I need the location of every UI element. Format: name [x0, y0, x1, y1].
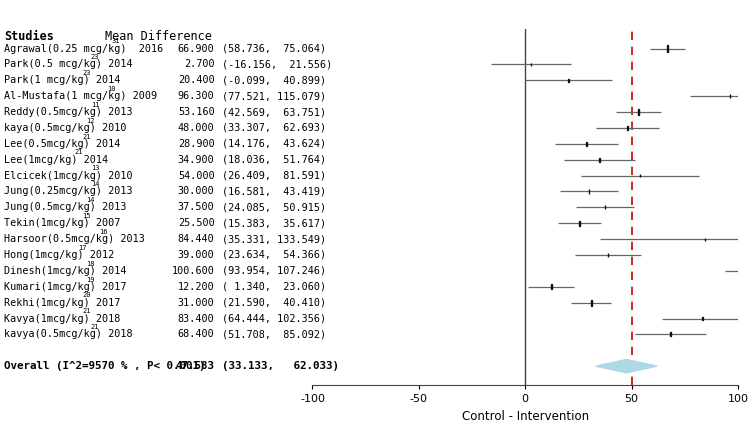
Text: (64.444, 102.356): (64.444, 102.356): [222, 314, 326, 323]
Text: (21.590,  40.410): (21.590, 40.410): [222, 298, 326, 308]
Text: Rekhi(1mcg/kg) 2017: Rekhi(1mcg/kg) 2017: [4, 298, 120, 308]
Text: 12.200: 12.200: [178, 282, 215, 292]
Text: (42.569,  63.751): (42.569, 63.751): [222, 107, 326, 117]
Text: Kumari(1mcg/kg) 2017: Kumari(1mcg/kg) 2017: [4, 282, 127, 292]
Text: Tekin(1mcg/kg) 2007: Tekin(1mcg/kg) 2007: [4, 218, 120, 228]
Text: 20: 20: [83, 293, 91, 298]
Text: 68.400: 68.400: [178, 329, 215, 339]
Text: Jung(0.25mcg/kg) 2013: Jung(0.25mcg/kg) 2013: [4, 187, 133, 197]
Text: 53.160: 53.160: [178, 107, 215, 117]
Text: Kavya(1mcg/kg) 2018: Kavya(1mcg/kg) 2018: [4, 314, 120, 323]
Text: Harsoor(0.5mcg/kg) 2013: Harsoor(0.5mcg/kg) 2013: [4, 234, 145, 244]
Text: 21: 21: [83, 308, 91, 314]
Text: Park(1 mcg/kg) 2014: Park(1 mcg/kg) 2014: [4, 75, 120, 85]
Text: 28.900: 28.900: [178, 139, 215, 149]
Text: (-16.156,  21.556): (-16.156, 21.556): [222, 59, 332, 69]
Text: 54.000: 54.000: [178, 171, 215, 181]
Text: 16: 16: [99, 229, 108, 235]
Text: 15: 15: [83, 213, 91, 219]
Text: Agrawal(0.25 mcg/kg)  2016: Agrawal(0.25 mcg/kg) 2016: [4, 43, 163, 53]
Text: 83.400: 83.400: [178, 314, 215, 323]
Text: 37.500: 37.500: [178, 203, 215, 212]
Text: (18.036,  51.764): (18.036, 51.764): [222, 155, 326, 165]
Text: kaya(0.5mcg/kg) 2010: kaya(0.5mcg/kg) 2010: [4, 123, 127, 133]
Text: 39.000: 39.000: [178, 250, 215, 260]
Text: Lee(1mcg/kg) 2014: Lee(1mcg/kg) 2014: [4, 155, 108, 165]
Text: 25.500: 25.500: [178, 218, 215, 228]
Text: 100.600: 100.600: [172, 266, 215, 276]
Text: (-0.099,  40.899): (-0.099, 40.899): [222, 75, 326, 85]
Bar: [591, 300, 592, 306]
Text: (16.581,  43.419): (16.581, 43.419): [222, 187, 326, 197]
Text: (51.708,  85.092): (51.708, 85.092): [222, 329, 326, 339]
Text: 20.400: 20.400: [178, 75, 215, 85]
Text: (35.331, 133.549): (35.331, 133.549): [222, 234, 326, 244]
Bar: [667, 45, 668, 52]
Text: (33.307,  62.693): (33.307, 62.693): [222, 123, 326, 133]
Polygon shape: [596, 360, 657, 373]
Text: 14: 14: [87, 197, 95, 203]
Text: (23.634,  54.366): (23.634, 54.366): [222, 250, 326, 260]
Text: Al-Mustafa(1 mcg/kg) 2009: Al-Mustafa(1 mcg/kg) 2009: [4, 91, 157, 101]
Text: 2.700: 2.700: [184, 59, 215, 69]
Text: Reddy(0.5mcg/kg) 2013: Reddy(0.5mcg/kg) 2013: [4, 107, 133, 117]
Text: 10: 10: [107, 86, 116, 92]
Text: Mean Difference: Mean Difference: [105, 30, 212, 43]
Text: 13: 13: [90, 165, 99, 171]
Text: (26.409,  81.591): (26.409, 81.591): [222, 171, 326, 181]
Text: 96.300: 96.300: [178, 91, 215, 101]
Text: 12: 12: [87, 118, 95, 124]
Text: 23: 23: [83, 70, 91, 76]
Text: 23: 23: [90, 54, 99, 60]
X-axis label: Control - Intervention: Control - Intervention: [462, 410, 589, 421]
Text: ( 1.340,  23.060): ( 1.340, 23.060): [222, 282, 326, 292]
Text: 19: 19: [87, 277, 95, 282]
Text: (24.085,  50.915): (24.085, 50.915): [222, 203, 326, 212]
Text: 17: 17: [78, 245, 87, 251]
Text: 30.000: 30.000: [178, 187, 215, 197]
Text: 14: 14: [90, 181, 99, 187]
Text: 21: 21: [74, 149, 83, 155]
Text: Dinesh(1mcg/kg) 2014: Dinesh(1mcg/kg) 2014: [4, 266, 127, 276]
Text: Jung(0.5mcg/kg) 2013: Jung(0.5mcg/kg) 2013: [4, 203, 127, 212]
Text: 21: 21: [90, 324, 99, 330]
Text: (93.954, 107.246): (93.954, 107.246): [222, 266, 326, 276]
Text: Overall (I^2=9570 % , P< 0.001): Overall (I^2=9570 % , P< 0.001): [4, 361, 206, 371]
Text: Park(0.5 mcg/kg) 2014: Park(0.5 mcg/kg) 2014: [4, 59, 133, 69]
Text: 31.000: 31.000: [178, 298, 215, 308]
Text: kavya(0.5mcg/kg) 2018: kavya(0.5mcg/kg) 2018: [4, 329, 133, 339]
Text: Studies: Studies: [4, 30, 53, 43]
Text: 47.583: 47.583: [175, 361, 215, 371]
Text: 18: 18: [87, 261, 95, 266]
Text: (33.133,   62.033): (33.133, 62.033): [222, 361, 339, 371]
Text: Lee(0.5mcg/kg) 2014: Lee(0.5mcg/kg) 2014: [4, 139, 120, 149]
Text: 66.900: 66.900: [178, 43, 215, 53]
Text: (15.383,  35.617): (15.383, 35.617): [222, 218, 326, 228]
Text: 48.000: 48.000: [178, 123, 215, 133]
Text: (58.736,  75.064): (58.736, 75.064): [222, 43, 326, 53]
Text: Elcicek(1mcg/kg) 2010: Elcicek(1mcg/kg) 2010: [4, 171, 133, 181]
Text: (77.521, 115.079): (77.521, 115.079): [222, 91, 326, 101]
Text: 34.900: 34.900: [178, 155, 215, 165]
Text: Hong(1mcg/kg) 2012: Hong(1mcg/kg) 2012: [4, 250, 114, 260]
Text: 31: 31: [111, 38, 120, 44]
Text: (14.176,  43.624): (14.176, 43.624): [222, 139, 326, 149]
Text: 21: 21: [83, 133, 91, 140]
Text: 84.440: 84.440: [178, 234, 215, 244]
Text: 11: 11: [90, 102, 99, 108]
